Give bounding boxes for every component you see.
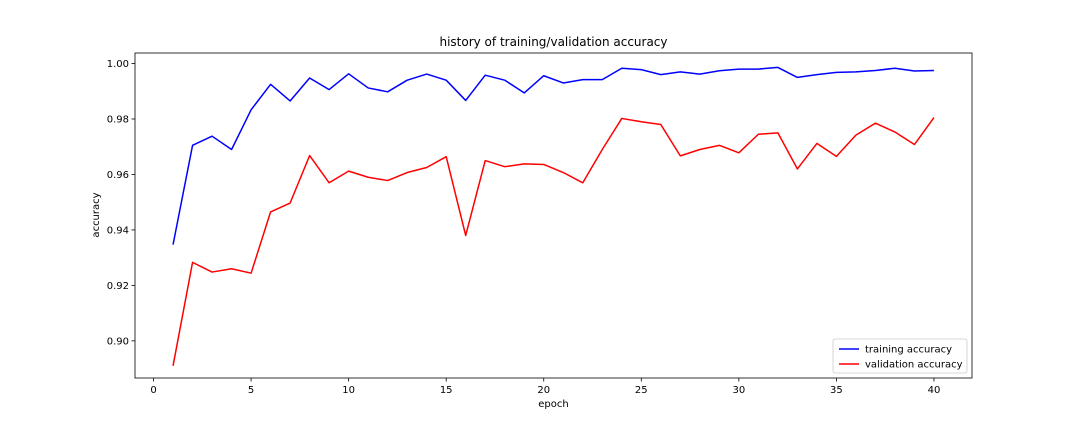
series-layer	[172, 66, 935, 366]
y-tick-label: 0.90	[107, 336, 129, 347]
x-tick-label: 10	[342, 385, 355, 396]
y-tick-label: 0.96	[107, 170, 129, 181]
y-tick-label: 0.94	[107, 225, 129, 236]
legend-label-0: training accuracy	[865, 345, 952, 356]
x-tick-label: 30	[732, 385, 745, 396]
x-tick-label: 25	[635, 385, 648, 396]
x-tick-label: 20	[537, 385, 550, 396]
y-axis-label: accuracy	[91, 192, 102, 237]
series-0	[172, 66, 934, 245]
series-line-1	[172, 117, 935, 366]
series-line-0	[172, 66, 934, 245]
series-1	[172, 117, 935, 366]
plot-frame	[134, 52, 973, 379]
x-tick-label: 40	[928, 385, 941, 396]
x-tick-label: 0	[150, 385, 156, 396]
legend-label-1: validation accuracy	[865, 360, 963, 371]
legend-box	[832, 338, 968, 374]
axes-layer: 0 5 10 15 20 25 30 35 40 0.90 0.92 0.94 0.96 0.98 1.00	[107, 52, 973, 396]
legend: training accuracy validation accuracy	[832, 338, 968, 374]
y-tick-label: 1.00	[107, 59, 129, 70]
x-tick-label: 5	[248, 385, 254, 396]
x-tick-label: 35	[830, 385, 843, 396]
x-axis-label: epoch	[538, 399, 568, 410]
y-tick-label: 0.98	[107, 114, 129, 125]
x-tick-label: 15	[440, 385, 453, 396]
chart-title: history of training/validation accuracy	[439, 35, 667, 49]
y-tick-label: 0.92	[107, 281, 129, 292]
